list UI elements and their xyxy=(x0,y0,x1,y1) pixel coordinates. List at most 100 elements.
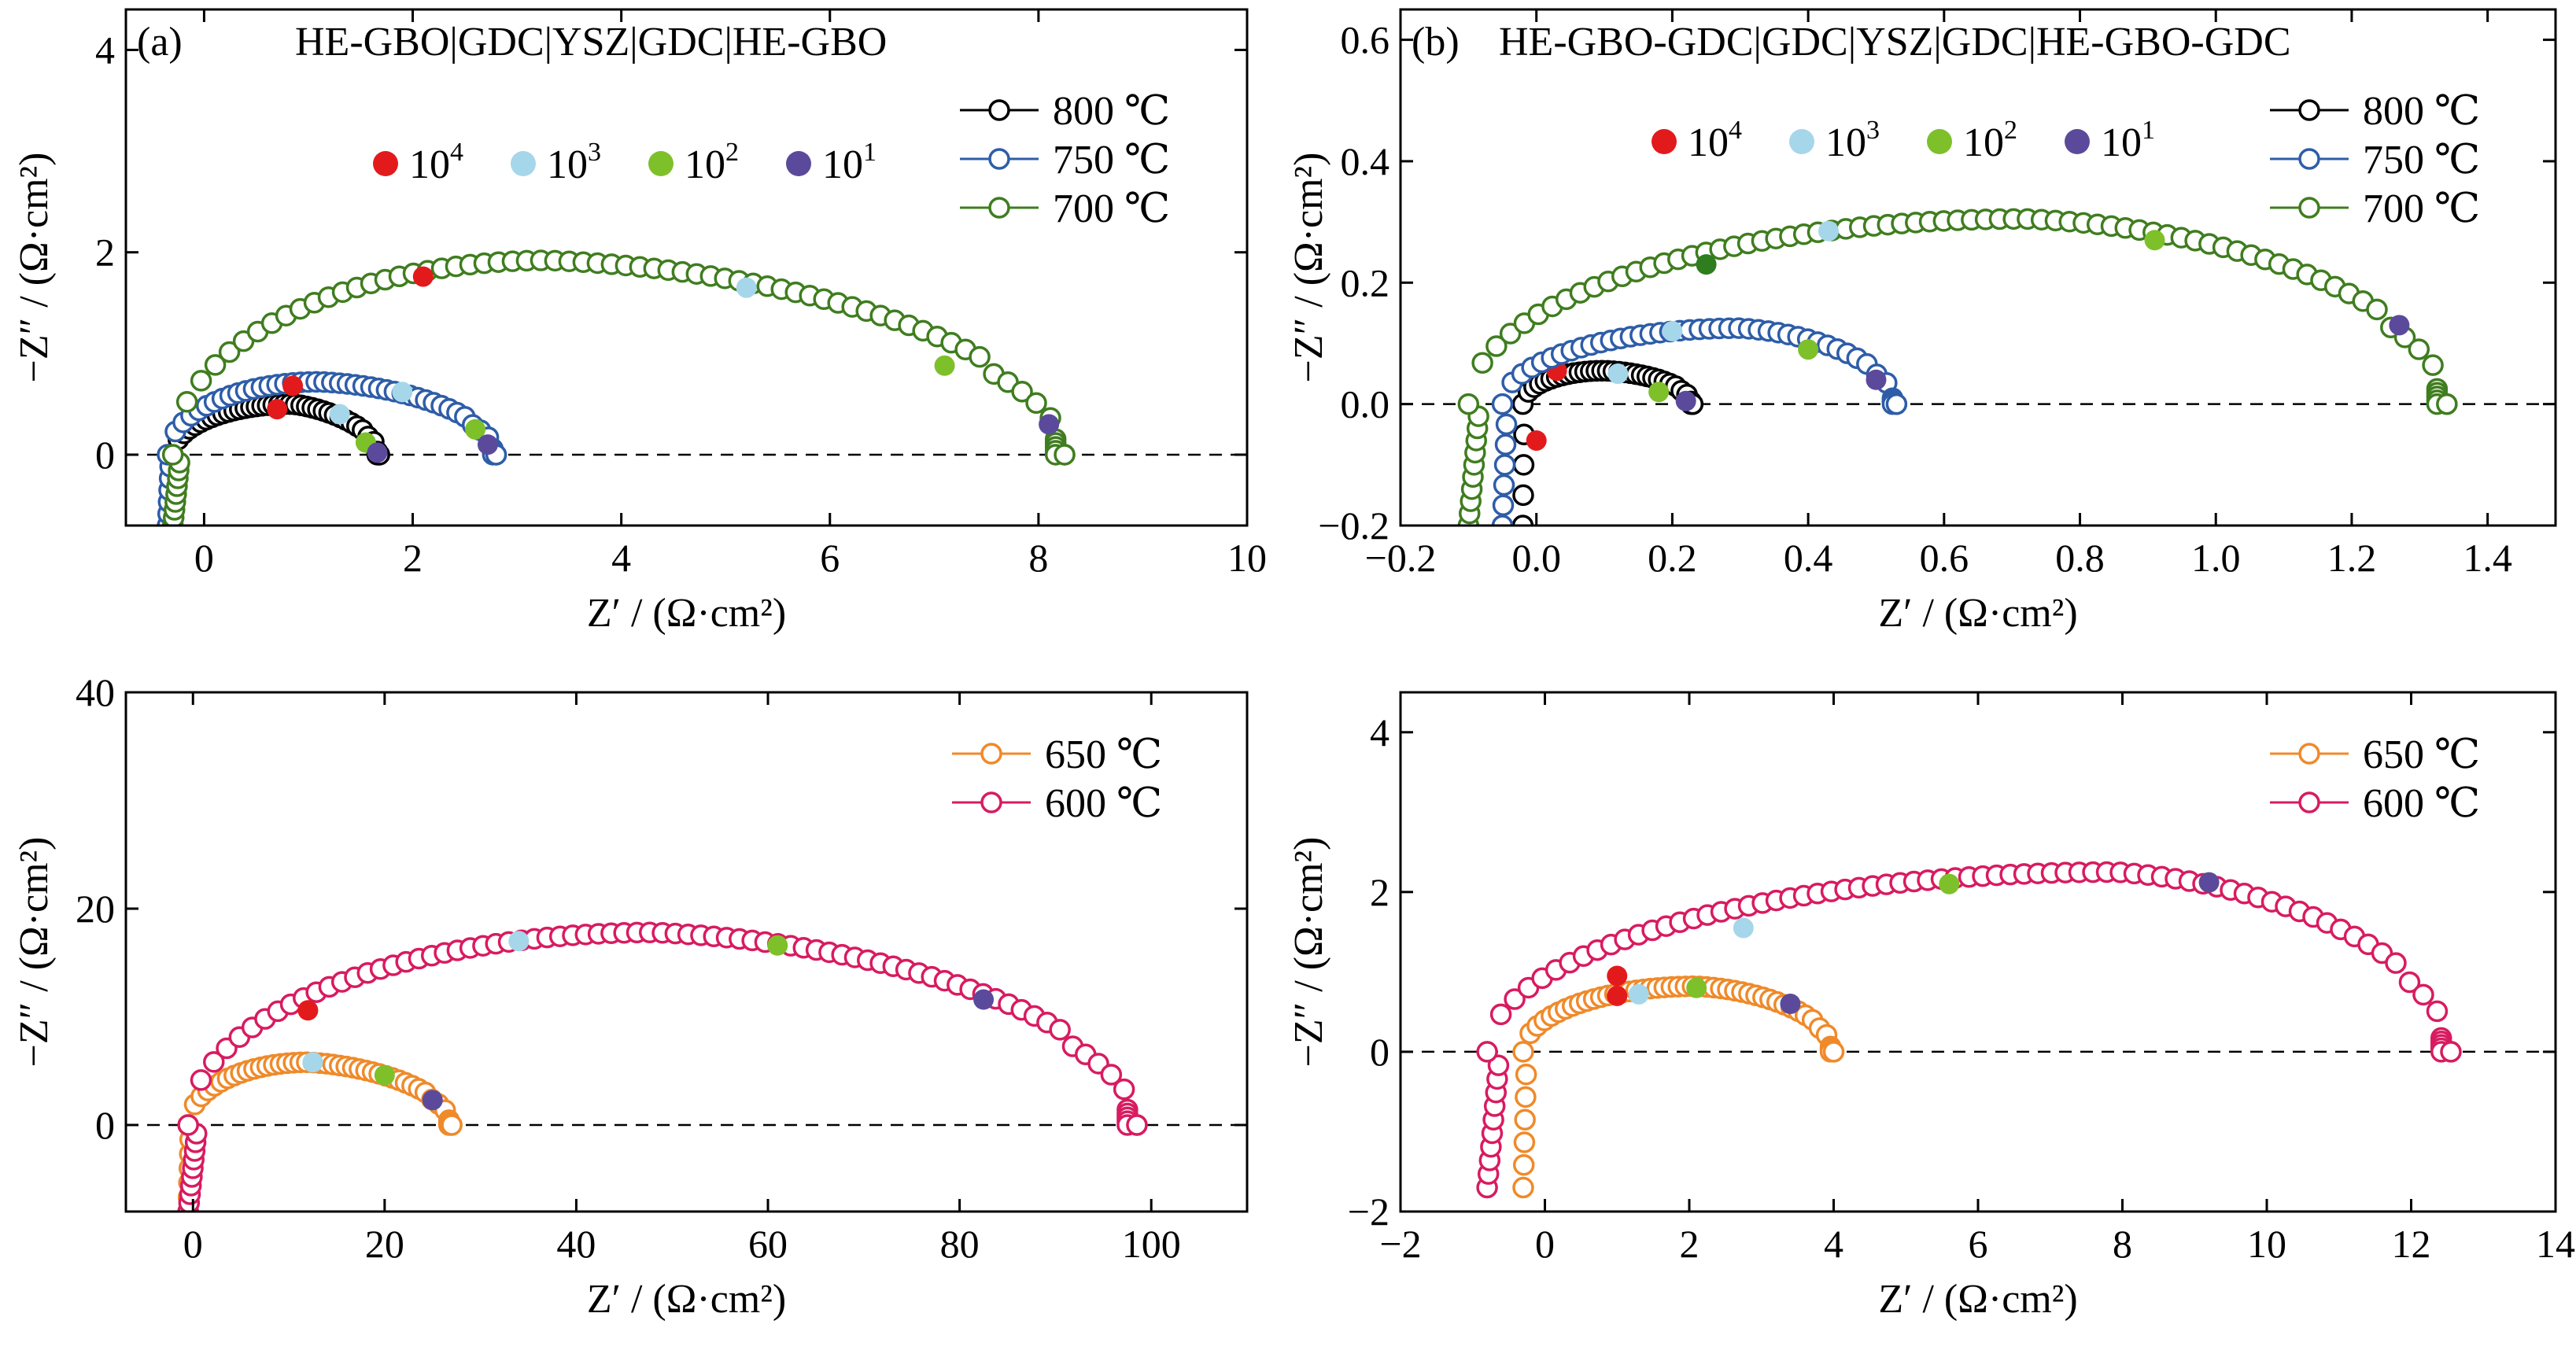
legend-label: 750 ℃ xyxy=(2363,138,2480,183)
frequency-marker-point xyxy=(2198,872,2220,893)
frequency-marker-point xyxy=(392,382,413,403)
plot-area xyxy=(1457,208,2458,526)
plot-area xyxy=(177,921,1148,1212)
frequency-marker-point xyxy=(1939,873,1960,894)
x-tick-label: 2 xyxy=(1680,1222,1699,1266)
frequency-marker-point xyxy=(934,355,955,376)
plot-area xyxy=(157,249,1076,526)
data-point xyxy=(1494,433,1517,456)
frequency-marker-point xyxy=(267,399,288,420)
data-point xyxy=(1457,393,1480,415)
x-tick-label: 0.2 xyxy=(1648,536,1697,580)
frequency-legend-marker xyxy=(511,151,536,176)
frequency-marker-point xyxy=(1628,983,1649,1005)
data-point xyxy=(177,1114,199,1136)
series-600 xyxy=(1476,861,2462,1199)
data-point xyxy=(1489,1003,1512,1026)
legend-item: 700 ℃ xyxy=(2270,186,2480,231)
y-tick-label: 0.4 xyxy=(1341,139,1390,183)
nyquist-panel-1: 0 2 4 6 8 10 0 2 4 Z′ / (Ω·cm²) −Z″ / (Ω·cm²) (a) HE… xyxy=(12,8,1267,636)
x-tick-label: 0.0 xyxy=(1511,536,1561,580)
y-tick-label: 4 xyxy=(95,28,115,72)
data-point xyxy=(2412,983,2434,1006)
data-point xyxy=(1491,393,1514,415)
frequency-legend-label: 103 xyxy=(547,138,601,187)
data-point xyxy=(1499,323,1522,345)
frequency-marker-point xyxy=(329,404,350,425)
x-tick-label: 1.0 xyxy=(2191,536,2241,580)
frequency-legend-marker xyxy=(648,151,674,176)
series-750 xyxy=(157,371,507,526)
frequency-marker-point xyxy=(1662,321,1683,342)
x-tick-label: 12 xyxy=(2392,1222,2431,1266)
data-point xyxy=(1025,392,1047,414)
series-700 xyxy=(161,249,1076,526)
data-point xyxy=(1493,454,1516,476)
legend-label: 600 ℃ xyxy=(1045,781,1162,826)
y-tick-label: −0.2 xyxy=(1318,503,1389,548)
legend-label: 800 ℃ xyxy=(1053,89,1170,134)
frequency-marker-point xyxy=(736,277,757,298)
frequency-marker-point xyxy=(2389,315,2410,336)
legend-label: 650 ℃ xyxy=(1045,732,1162,777)
x-tick-label: 6 xyxy=(1969,1222,1988,1266)
frequency-marker-point xyxy=(302,1052,323,1073)
data-point xyxy=(1100,1064,1123,1086)
x-tick-label: −0.2 xyxy=(1365,536,1437,580)
x-axis-title: Z′ / (Ω·cm²) xyxy=(587,591,786,636)
x-tick-label: 0 xyxy=(1535,1222,1555,1266)
legend-item: 750 ℃ xyxy=(2270,138,2480,183)
data-point xyxy=(2422,354,2444,376)
legend-marker xyxy=(2298,99,2320,121)
x-tick-label: 2 xyxy=(403,536,423,580)
data-point xyxy=(190,370,212,392)
legend-label: 800 ℃ xyxy=(2363,89,2480,134)
legend-marker xyxy=(988,148,1010,170)
frequency-legend-label: 104 xyxy=(409,138,463,187)
legend-marker xyxy=(2298,148,2320,170)
data-point xyxy=(2436,393,2458,415)
data-point xyxy=(1512,484,1534,507)
x-tick-label: 20 xyxy=(365,1222,404,1266)
frequency-marker-point xyxy=(508,931,530,952)
x-tick-label: 4 xyxy=(611,536,631,580)
frequency-legend-item: 101 xyxy=(786,138,877,187)
data-point xyxy=(1492,494,1515,517)
data-point xyxy=(1493,474,1515,496)
x-tick-label: 4 xyxy=(1824,1222,1843,1266)
frequency-legend-marker xyxy=(1927,129,1952,154)
frequency-marker-point xyxy=(1607,363,1629,385)
y-tick-label: 0.2 xyxy=(1341,260,1390,304)
y-axis-title: −Z″ / (Ω·cm²) xyxy=(12,153,57,383)
x-tick-label: 0.6 xyxy=(1920,536,1969,580)
data-point xyxy=(2440,1041,2462,1063)
y-tick-label: 0 xyxy=(95,1103,115,1147)
y-tick-label: −2 xyxy=(1348,1190,1389,1234)
frequency-marker-point xyxy=(2144,230,2165,251)
x-tick-label: 10 xyxy=(1227,536,1267,580)
data-point xyxy=(161,444,184,466)
data-point xyxy=(1512,1176,1534,1199)
x-tick-label: 14 xyxy=(2536,1222,2575,1266)
frequency-marker-point xyxy=(973,989,995,1010)
frequency-marker-point xyxy=(1686,977,1707,998)
legend-item: 600 ℃ xyxy=(2270,781,2480,826)
data-point xyxy=(2398,971,2421,994)
y-tick-label: 0.0 xyxy=(1341,382,1390,426)
legend-label: 600 ℃ xyxy=(2363,781,2480,826)
legend-item: 800 ℃ xyxy=(2270,89,2480,134)
frequency-marker-point xyxy=(367,442,388,463)
plot-frame xyxy=(124,691,1249,1213)
plot-area xyxy=(1476,861,2462,1199)
legend-label: 700 ℃ xyxy=(1053,186,1170,231)
legend-marker xyxy=(2298,791,2320,813)
legend-label: 750 ℃ xyxy=(1053,138,1170,183)
frequency-marker-point xyxy=(1696,254,1717,275)
frequency-marker-point xyxy=(1866,369,1887,390)
panel-title: HE-GBO|GDC|YSZ|GDC|HE-GBO xyxy=(295,20,887,65)
data-point xyxy=(2408,338,2430,360)
frequency-marker-point xyxy=(422,1090,443,1111)
x-tick-label: 60 xyxy=(748,1222,788,1266)
data-point xyxy=(1054,444,1076,466)
series-800 xyxy=(1511,360,1704,526)
